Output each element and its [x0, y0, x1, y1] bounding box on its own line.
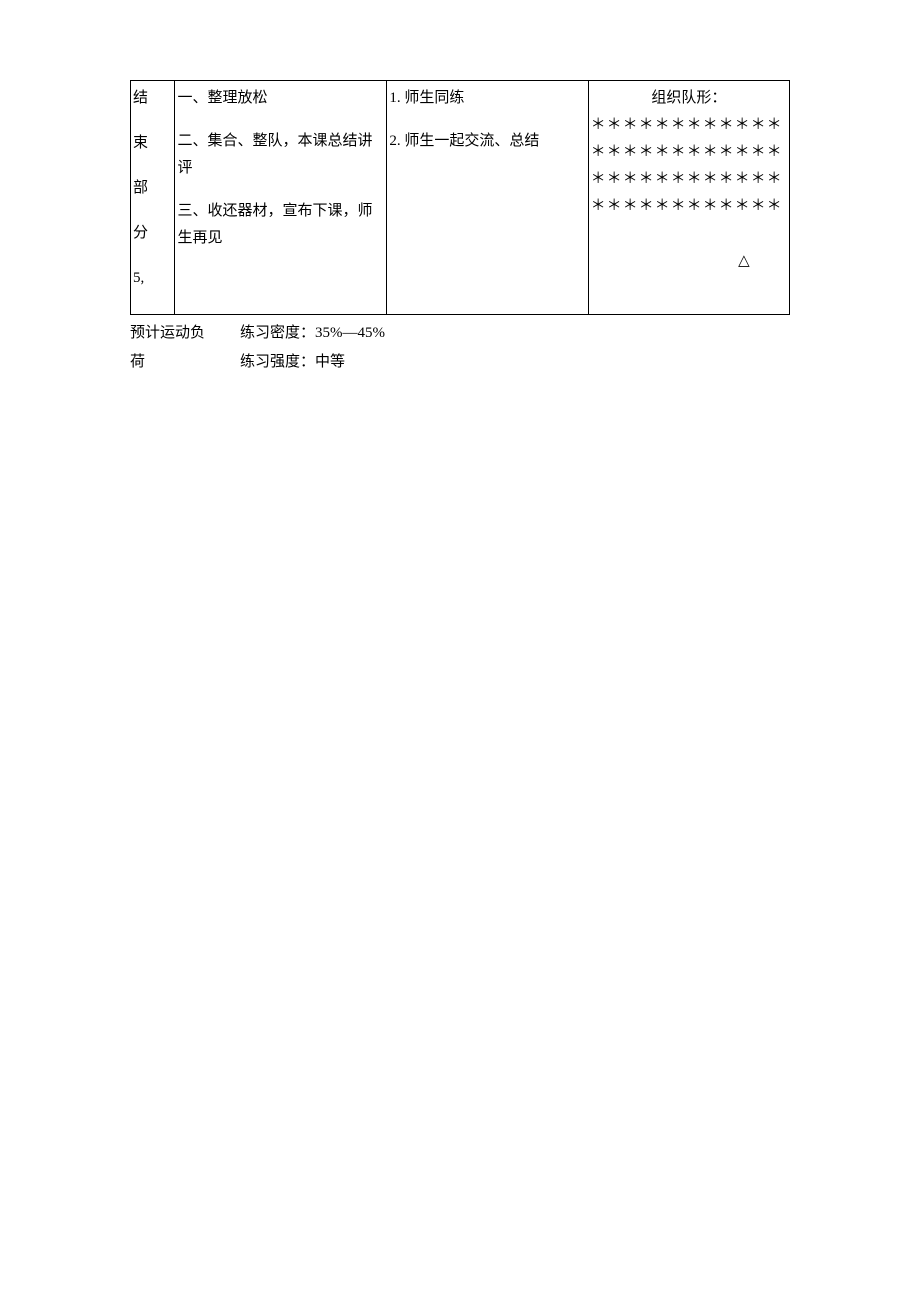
load-label-part: 荷 — [130, 348, 240, 377]
formation-row: ＊＊＊＊＊＊＊＊＊＊＊＊ — [591, 139, 787, 166]
formation-row: ＊＊＊＊＊＊＊＊＊＊＊＊ — [591, 166, 787, 193]
lesson-plan-table: 结 束 部 分 5, 一、整理放松 二、集合、整队，本课总结讲评 三、收还器材，… — [130, 80, 790, 315]
section-label-char: 分 — [133, 220, 172, 247]
activity-content-cell: 一、整理放松 二、集合、整队，本课总结讲评 三、收还器材，宣布下课，师生再见 — [175, 81, 387, 315]
formation-heading: 组织队形： — [591, 85, 787, 112]
formation-row: ＊＊＊＊＊＊＊＊＊＊＊＊ — [591, 112, 787, 139]
activity-item: 三、收还器材，宣布下课，师生再见 — [177, 198, 384, 252]
section-label-char: 结 — [133, 85, 172, 112]
teacher-marker: △ — [591, 248, 787, 275]
load-row: 预计运动负 练习密度：35%—45% — [130, 319, 790, 348]
method-content-cell: 1. 师生同练 2. 师生一起交流、总结 — [387, 81, 588, 315]
activity-item: 二、集合、整队，本课总结讲评 — [177, 128, 384, 182]
table-row: 结 束 部 分 5, 一、整理放松 二、集合、整队，本课总结讲评 三、收还器材，… — [131, 81, 790, 315]
method-item: 1. 师生同练 — [389, 85, 585, 112]
section-label-char: 束 — [133, 130, 172, 157]
formation-row: ＊＊＊＊＊＊＊＊＊＊＊＊ — [591, 193, 787, 220]
load-label-part: 预计运动负 — [130, 319, 240, 348]
activity-item: 一、整理放松 — [177, 85, 384, 112]
load-prediction-section: 预计运动负 练习密度：35%—45% 荷 练习强度：中等 — [130, 319, 790, 376]
method-item: 2. 师生一起交流、总结 — [389, 128, 585, 155]
formation-cell: 组织队形： ＊＊＊＊＊＊＊＊＊＊＊＊ ＊＊＊＊＊＊＊＊＊＊＊＊ ＊＊＊＊＊＊＊＊… — [588, 81, 789, 315]
density-value: 练习密度：35%—45% — [240, 319, 385, 348]
section-label-char: 部 — [133, 175, 172, 202]
section-label-char: 5, — [133, 265, 172, 292]
section-label-cell: 结 束 部 分 5, — [131, 81, 175, 315]
load-row: 荷 练习强度：中等 — [130, 348, 790, 377]
intensity-value: 练习强度：中等 — [240, 348, 345, 377]
